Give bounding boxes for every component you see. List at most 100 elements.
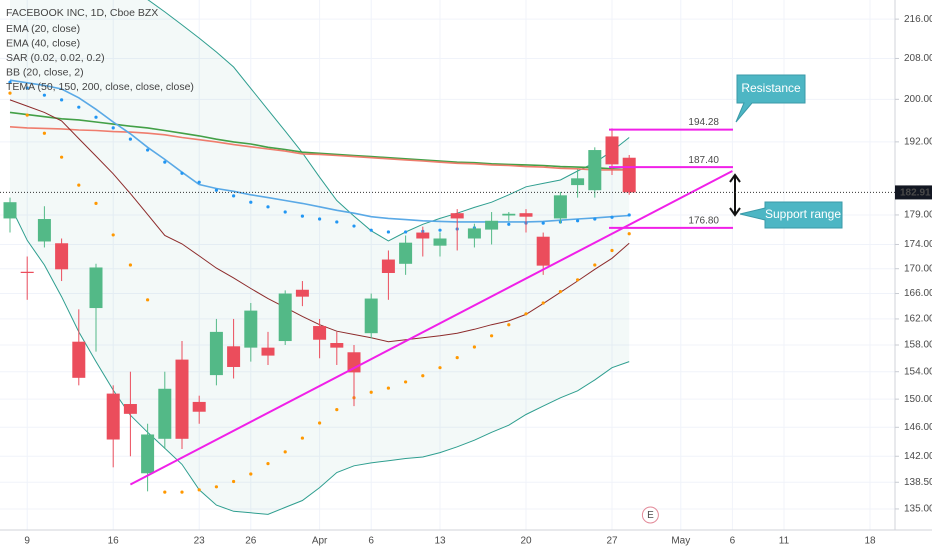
y-tick-label: 150.00 xyxy=(904,394,932,405)
indicator-dot xyxy=(197,180,201,184)
indicator-dot xyxy=(610,248,614,253)
level-label: 187.40 xyxy=(688,155,719,166)
candle-body xyxy=(89,267,103,309)
last-price-box xyxy=(895,185,932,200)
candle-body xyxy=(553,195,567,219)
indicator-dot xyxy=(214,485,218,489)
candle-body xyxy=(106,393,120,440)
indicator-dot xyxy=(541,221,545,225)
indicator-dot xyxy=(249,200,253,204)
candle-body xyxy=(295,289,309,297)
legend-item: TEMA (50, 150, 200, close, close, close) xyxy=(6,81,194,93)
y-tick-label: 200.00 xyxy=(904,94,932,105)
candle-body xyxy=(536,236,550,266)
chart-title: FACEBOOK INC, 1D, Cboe BZX xyxy=(6,7,158,19)
indicator-dot xyxy=(42,131,47,135)
candle-body xyxy=(313,326,327,340)
indicator-dot xyxy=(507,323,511,327)
y-tick-label: 162.00 xyxy=(904,314,932,325)
indicator-dot xyxy=(300,436,304,440)
indicator-dot xyxy=(25,86,29,90)
candle-body xyxy=(55,243,69,270)
band-upper xyxy=(147,0,630,242)
indicator-dot xyxy=(283,210,287,214)
indicator-dot xyxy=(404,380,408,384)
candle-body xyxy=(588,150,602,191)
indicator-dot xyxy=(386,230,390,234)
indicator-dot xyxy=(610,215,614,219)
indicator-dot xyxy=(146,148,150,152)
x-tick-label: 11 xyxy=(779,536,790,547)
indicator-dot xyxy=(318,217,322,221)
grid xyxy=(0,0,895,530)
indicator-dot xyxy=(541,301,545,305)
x-tick-label: 16 xyxy=(108,536,120,547)
indicator-dot xyxy=(335,220,339,224)
callout-label: Resistance xyxy=(741,81,801,95)
indicator-dot xyxy=(283,450,287,454)
indicator-dot xyxy=(146,298,150,302)
indicator-dot xyxy=(369,228,373,232)
indicator-dot xyxy=(576,219,580,223)
y-tick-label: 158.00 xyxy=(904,340,932,351)
y-tick-label: 216.00 xyxy=(904,14,932,25)
indicator-dot xyxy=(8,91,12,95)
indicator-dot xyxy=(627,213,631,217)
x-tick-label: 26 xyxy=(245,536,257,547)
candle-body xyxy=(433,238,447,246)
y-tick-label: 179.00 xyxy=(904,210,932,221)
candle-body xyxy=(175,359,189,439)
indicator-dot xyxy=(576,278,580,282)
y-tick-label: 146.00 xyxy=(904,422,932,433)
indicator-dot xyxy=(94,115,98,119)
indicator-line xyxy=(9,111,630,171)
resistance-callout-box xyxy=(735,74,806,123)
legend-item: EMA (20, close) xyxy=(6,23,80,35)
y-tick-label: 154.00 xyxy=(904,366,932,377)
indicator-dot xyxy=(438,366,442,370)
candle-body xyxy=(622,157,636,193)
candle-body xyxy=(381,259,395,274)
indicator-dot xyxy=(180,171,184,175)
indicator-dot xyxy=(593,263,597,267)
candle-body xyxy=(571,178,585,186)
trend-line xyxy=(129,170,733,486)
plot-area xyxy=(3,0,636,515)
x-tick-label: 9 xyxy=(24,536,30,547)
candle-body xyxy=(450,213,464,219)
indicator-dot xyxy=(60,155,64,159)
candle-body xyxy=(519,213,533,217)
indicator-dot xyxy=(266,205,270,209)
y-tick-label: 166.00 xyxy=(904,288,932,299)
indicator-dot xyxy=(128,263,132,267)
indicator-line xyxy=(9,126,630,171)
candle-body xyxy=(605,136,619,165)
callout-label: Support range xyxy=(765,207,841,221)
earnings-marker xyxy=(641,506,659,524)
x-tick-label: Apr xyxy=(312,536,328,547)
legend-item: EMA (40, close) xyxy=(6,37,80,49)
indicator-dot xyxy=(300,214,304,218)
indicator-dot xyxy=(627,232,631,236)
candle-body xyxy=(278,293,292,342)
y-tick-label: 142.00 xyxy=(904,451,932,462)
support-callout-box xyxy=(739,201,843,229)
candle-body xyxy=(244,310,258,348)
annotations: Resistance Support range 194.28 187.40 176… xyxy=(129,74,843,524)
indicator-dot xyxy=(386,386,390,390)
indicator-dot xyxy=(352,224,356,228)
indicator-dot xyxy=(163,160,167,164)
indicator-dot xyxy=(197,488,201,492)
range-arrow xyxy=(729,173,741,217)
level-label: 176.80 xyxy=(688,215,719,226)
indicator-dot xyxy=(94,201,98,205)
candle-body xyxy=(364,298,378,334)
candle-body xyxy=(123,404,137,414)
level-label: 194.28 xyxy=(688,117,719,128)
candle-body xyxy=(227,346,241,367)
earnings-label: E xyxy=(647,510,654,521)
indicator-dot xyxy=(42,93,47,97)
indicator-dot xyxy=(232,479,236,484)
